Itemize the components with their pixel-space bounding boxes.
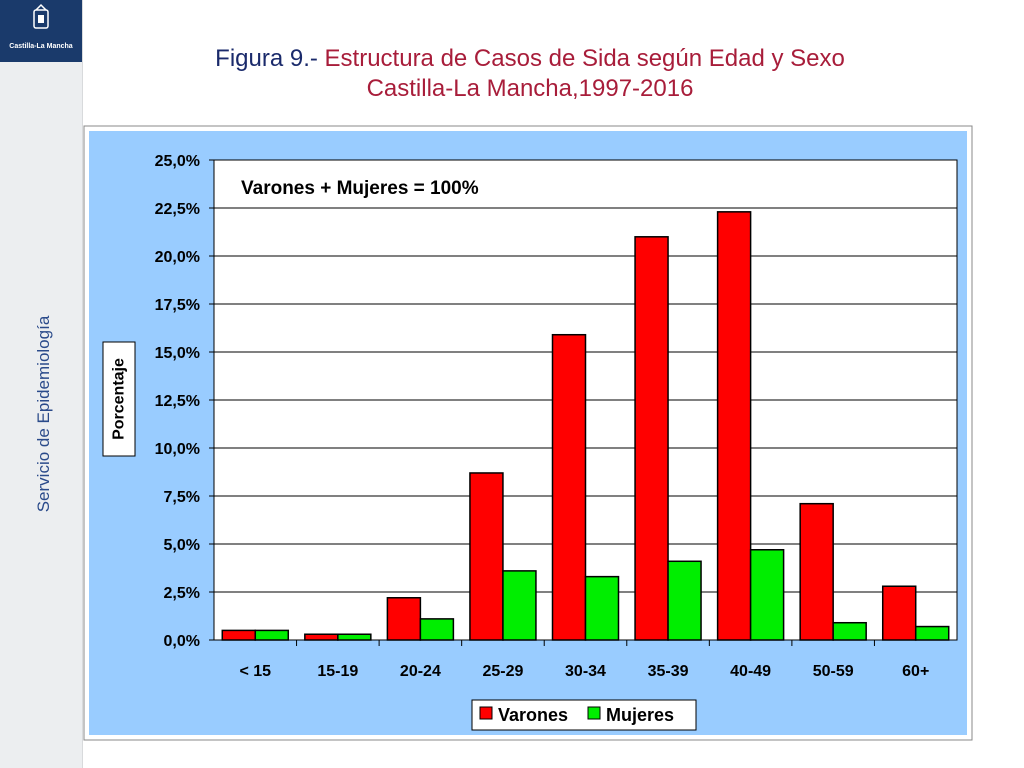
y-tick-label: 25,0%: [155, 153, 200, 170]
sidebar: Castilla-La Mancha Servicio de Epidemiol…: [0, 0, 83, 768]
bar-mujeres: [254, 629, 290, 641]
x-tick-label: 50-59: [813, 663, 854, 680]
y-tick-label: 7,5%: [164, 489, 200, 506]
bar-varones: [304, 633, 339, 641]
shield-icon: [33, 3, 49, 29]
y-tick-label: 15,0%: [155, 345, 200, 362]
x-tick-label: 15-19: [317, 663, 358, 680]
bar-mujeres: [419, 618, 455, 641]
legend-swatch-varones: [479, 706, 493, 720]
bar-varones: [386, 597, 422, 641]
title-main: Estructura de Casos de Sida según Edad y…: [324, 45, 845, 72]
bar-varones: [716, 211, 752, 641]
y-tick-label: 12,5%: [155, 393, 200, 410]
bar-mujeres: [749, 549, 785, 641]
y-tick-label: 2,5%: [164, 585, 200, 602]
bar-varones: [881, 585, 917, 641]
y-tick-label: 22,5%: [155, 201, 200, 218]
logo: Castilla-La Mancha: [0, 0, 82, 62]
legend: [471, 699, 697, 731]
bar-varones: [551, 333, 587, 641]
legend-label-varones: Varones: [498, 705, 568, 725]
bar-mujeres: [337, 633, 372, 641]
y-tick-label: 5,0%: [164, 537, 200, 554]
y-tick-label: 0,0%: [164, 633, 200, 650]
y-tick-label: 10,0%: [155, 441, 200, 458]
x-tick-label: 35-39: [648, 663, 689, 680]
y-axis-label-box: [102, 341, 136, 457]
x-tick-label: 20-24: [400, 663, 441, 680]
bar-mujeres: [832, 621, 867, 641]
y-tick-label: 17,5%: [155, 297, 200, 314]
page-title: Figura 9.- Estructura de Casos de Sida s…: [90, 44, 970, 104]
bar-mujeres: [667, 560, 702, 641]
chart-annotation: Varones + Mujeres = 100%: [241, 178, 479, 199]
x-tick-label: 40-49: [730, 663, 771, 680]
title-prefix: Figura 9.-: [215, 45, 325, 72]
y-axis-label: Porcentaje: [111, 358, 128, 440]
bar-varones: [799, 502, 834, 641]
bar-mujeres: [502, 570, 537, 641]
legend-label-mujeres: Mujeres: [606, 705, 674, 725]
x-tick-label: 60+: [902, 663, 929, 680]
bar-varones: [634, 236, 669, 641]
x-tick-label: < 15: [239, 663, 271, 680]
bar-mujeres: [584, 575, 620, 641]
bar-varones: [221, 629, 257, 641]
x-tick-label: 30-34: [565, 663, 606, 680]
bar-mujeres: [914, 625, 950, 641]
page-subtitle: Castilla-La Mancha,1997-2016: [366, 75, 694, 102]
logo-text: Castilla-La Mancha: [9, 43, 73, 50]
bar-varones: [469, 472, 504, 641]
x-tick-label: 25-29: [482, 663, 523, 680]
y-tick-label: 20,0%: [155, 249, 200, 266]
legend-swatch-mujeres: [587, 706, 601, 720]
